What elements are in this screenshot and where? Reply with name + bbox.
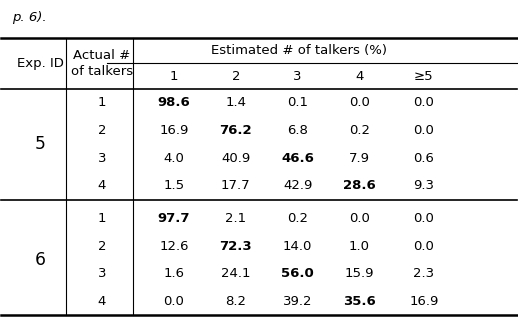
Text: 97.7: 97.7 [158, 212, 190, 225]
Text: 0.0: 0.0 [413, 240, 434, 252]
Text: 39.2: 39.2 [283, 295, 312, 308]
Text: Exp. ID: Exp. ID [17, 57, 64, 70]
Text: 0.0: 0.0 [349, 212, 370, 225]
Text: 9.3: 9.3 [413, 179, 435, 192]
Text: p. 6).: p. 6). [12, 11, 46, 24]
Text: 6: 6 [35, 251, 46, 269]
Text: 3: 3 [97, 151, 106, 164]
Text: 1: 1 [97, 212, 106, 225]
Text: 4: 4 [98, 179, 106, 192]
Text: 4: 4 [355, 70, 364, 84]
Text: 0.2: 0.2 [349, 124, 370, 137]
Text: 2: 2 [97, 240, 106, 252]
Text: 14.0: 14.0 [283, 240, 312, 252]
Text: 4.0: 4.0 [164, 151, 184, 164]
Text: 3: 3 [97, 267, 106, 280]
Text: 5: 5 [35, 135, 46, 153]
Text: 2: 2 [232, 70, 240, 84]
Text: 16.9: 16.9 [409, 295, 439, 308]
Text: 6.8: 6.8 [287, 124, 308, 137]
Text: 0.6: 0.6 [413, 151, 434, 164]
Text: 0.0: 0.0 [413, 212, 434, 225]
Text: 15.9: 15.9 [344, 267, 374, 280]
Text: 42.9: 42.9 [283, 179, 312, 192]
Text: 0.2: 0.2 [287, 212, 308, 225]
Text: 1: 1 [170, 70, 178, 84]
Text: 0.1: 0.1 [287, 96, 308, 109]
Text: 0.0: 0.0 [164, 295, 184, 308]
Text: 46.6: 46.6 [281, 151, 314, 164]
Text: 56.0: 56.0 [281, 267, 314, 280]
Text: Actual #
of talkers: Actual # of talkers [71, 49, 133, 78]
Text: 35.6: 35.6 [343, 295, 376, 308]
Text: 2.1: 2.1 [225, 212, 247, 225]
Text: 24.1: 24.1 [221, 267, 251, 280]
Text: 0.0: 0.0 [349, 96, 370, 109]
Text: ≥5: ≥5 [414, 70, 434, 84]
Text: 40.9: 40.9 [221, 151, 250, 164]
Text: 1.6: 1.6 [164, 267, 184, 280]
Text: 2.3: 2.3 [413, 267, 435, 280]
Text: 98.6: 98.6 [157, 96, 190, 109]
Text: 1.0: 1.0 [349, 240, 370, 252]
Text: Estimated # of talkers (%): Estimated # of talkers (%) [211, 44, 387, 57]
Text: 12.6: 12.6 [159, 240, 189, 252]
Text: 1: 1 [97, 96, 106, 109]
Text: 3: 3 [293, 70, 302, 84]
Text: 1.4: 1.4 [225, 96, 247, 109]
Text: 8.2: 8.2 [225, 295, 247, 308]
Text: 7.9: 7.9 [349, 151, 370, 164]
Text: 16.9: 16.9 [160, 124, 189, 137]
Text: 2: 2 [97, 124, 106, 137]
Text: 28.6: 28.6 [343, 179, 376, 192]
Text: 1.5: 1.5 [163, 179, 184, 192]
Text: 0.0: 0.0 [413, 96, 434, 109]
Text: 4: 4 [98, 295, 106, 308]
Text: 17.7: 17.7 [221, 179, 251, 192]
Text: 72.3: 72.3 [220, 240, 252, 252]
Text: 76.2: 76.2 [220, 124, 252, 137]
Text: 0.0: 0.0 [413, 124, 434, 137]
